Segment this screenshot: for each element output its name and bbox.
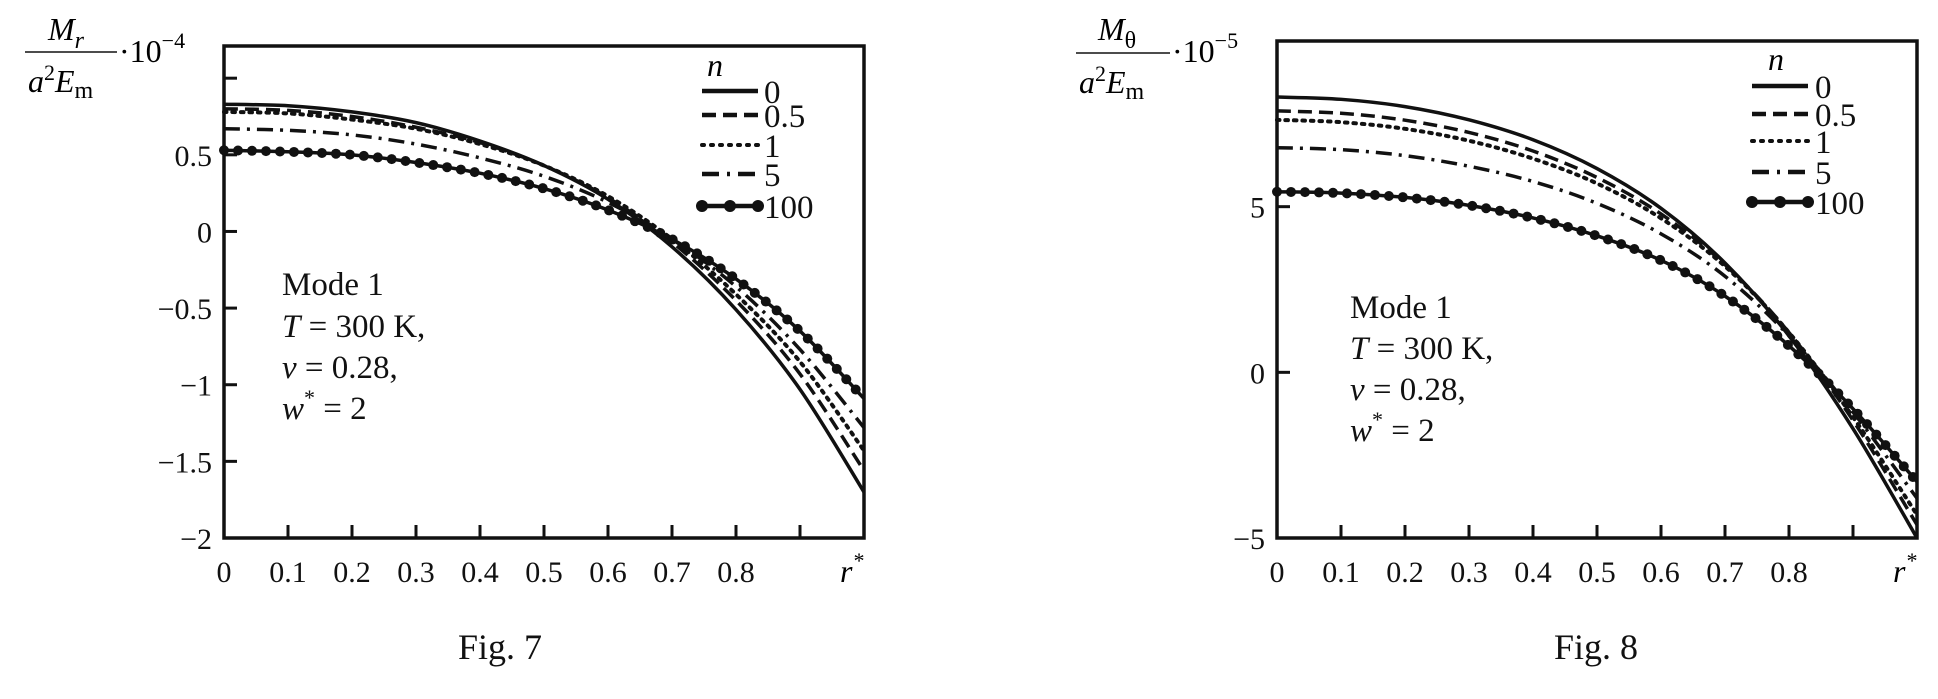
svg-text:a2Em: a2Em: [28, 60, 94, 104]
figure-caption: Fig. 8: [1554, 627, 1638, 667]
svg-text:·10−5: ·10−5: [1172, 28, 1238, 69]
legend-label: 0.5: [1815, 98, 1856, 134]
y-tick-label: 0.5: [175, 140, 213, 173]
x-tick-labels: 0 0.1 0.2 0.3 0.4 0.5 0.6 0.7 0.8: [1270, 556, 1808, 589]
y-axis-label: Mθ a2Em ·10−5: [1076, 11, 1238, 105]
x-tick-label: 0.4: [461, 556, 499, 589]
annotation-text: Mode 1 T = 300 K, v = 0.28, w* = 2: [1350, 290, 1493, 449]
svg-text:a2Em: a2Em: [1079, 61, 1145, 105]
legend-label: 0.5: [764, 99, 805, 135]
x-tick-label: 0.1: [1322, 556, 1360, 589]
legend-label: 5: [1815, 156, 1832, 192]
x-tick-label: 0.1: [269, 556, 307, 589]
svg-text:Mr: Mr: [47, 11, 85, 54]
series-5-line: [1276, 145, 1919, 500]
x-tick-label: 0.5: [525, 556, 563, 589]
x-tick-labels: 0 0.1 0.2 0.3 0.4 0.5 0.6 0.7 0.8: [217, 556, 755, 589]
legend-label: 100: [1815, 186, 1865, 222]
x-tick-label: 0.3: [397, 556, 435, 589]
svg-text:Mode 1: Mode 1: [282, 267, 384, 303]
series-0-line: [1276, 95, 1919, 539]
x-tick-label: 0.4: [1514, 556, 1552, 589]
axis-ticks: [224, 76, 802, 538]
figure-7-canvas: Mr a2Em ·10−4 0 0.1 0.2 0.3 0.4 0.5 0.6 0.7 0.8 …: [25, 11, 866, 667]
x-axis-label: r*: [840, 548, 863, 589]
x-tick-label: 0.2: [333, 556, 371, 589]
x-tick-label: 0.7: [1706, 556, 1744, 589]
svg-text:Mode 1: Mode 1: [1350, 290, 1452, 326]
x-tick-label: 0.3: [1450, 556, 1488, 589]
x-tick-label: 0.2: [1386, 556, 1424, 589]
x-tick-label: 0: [217, 556, 232, 589]
legend-label: 1: [764, 129, 781, 165]
y-tick-label: −1: [180, 370, 212, 403]
x-axis-label: r*: [1893, 548, 1916, 589]
series-1-line: [222, 109, 866, 453]
figure-7: Mr a2Em ·10−4 0 0.1 0.2 0.3 0.4 0.5 0.6 0.7 0.8 …: [25, 11, 866, 667]
x-tick-label: 0.5: [1578, 556, 1616, 589]
svg-text:T = 300 K,: T = 300 K,: [1350, 331, 1493, 367]
x-tick-label: 0: [1270, 556, 1285, 589]
legend-title: n: [707, 47, 723, 83]
y-tick-label: −2: [180, 523, 212, 556]
legend-label: 1: [1815, 125, 1832, 161]
y-tick-label: −5: [1233, 523, 1265, 556]
y-tick-label: 0: [1250, 357, 1265, 390]
svg-text:v = 0.28,: v = 0.28,: [1350, 372, 1466, 408]
legend-label: 0: [1815, 70, 1832, 106]
x-tick-label: 0.6: [589, 556, 627, 589]
plot-curves: [1272, 95, 1919, 539]
svg-text:w* = 2: w* = 2: [1350, 407, 1435, 449]
svg-text:T = 300 K,: T = 300 K,: [282, 309, 425, 345]
y-axis-label: Mr a2Em ·10−4: [25, 11, 185, 104]
svg-text:v = 0.28,: v = 0.28,: [282, 350, 398, 386]
svg-text:Mθ: Mθ: [1097, 11, 1136, 54]
series-5-line: [223, 127, 866, 429]
y-tick-label: 0: [197, 216, 212, 249]
x-tick-label: 0.6: [1642, 556, 1680, 589]
y-tick-labels: 0.5 0 −0.5 −1 −1.5 −2: [158, 140, 212, 556]
legend-label: 0: [764, 75, 781, 111]
axis-ticks: [1277, 205, 1855, 538]
figure-caption: Fig. 7: [458, 627, 542, 667]
x-tick-label: 0.8: [1770, 556, 1808, 589]
y-tick-label: −0.5: [158, 293, 212, 326]
y-tick-label: −1.5: [158, 446, 212, 479]
legend-label: 100: [764, 190, 814, 226]
y-tick-label: 5: [1250, 192, 1265, 225]
svg-text:·10−4: ·10−4: [119, 28, 185, 69]
legend-title: n: [1768, 41, 1784, 77]
y-tick-labels: 5 0 −5: [1233, 192, 1265, 556]
legend-label: 5: [764, 158, 781, 194]
plot-curves: [219, 102, 866, 493]
annotation-text: Mode 1 T = 300 K, v = 0.28, w* = 2: [282, 267, 425, 427]
svg-text:w* = 2: w* = 2: [282, 385, 367, 427]
x-tick-label: 0.7: [653, 556, 691, 589]
series-0_5-line: [223, 107, 866, 472]
x-tick-label: 0.8: [717, 556, 755, 589]
